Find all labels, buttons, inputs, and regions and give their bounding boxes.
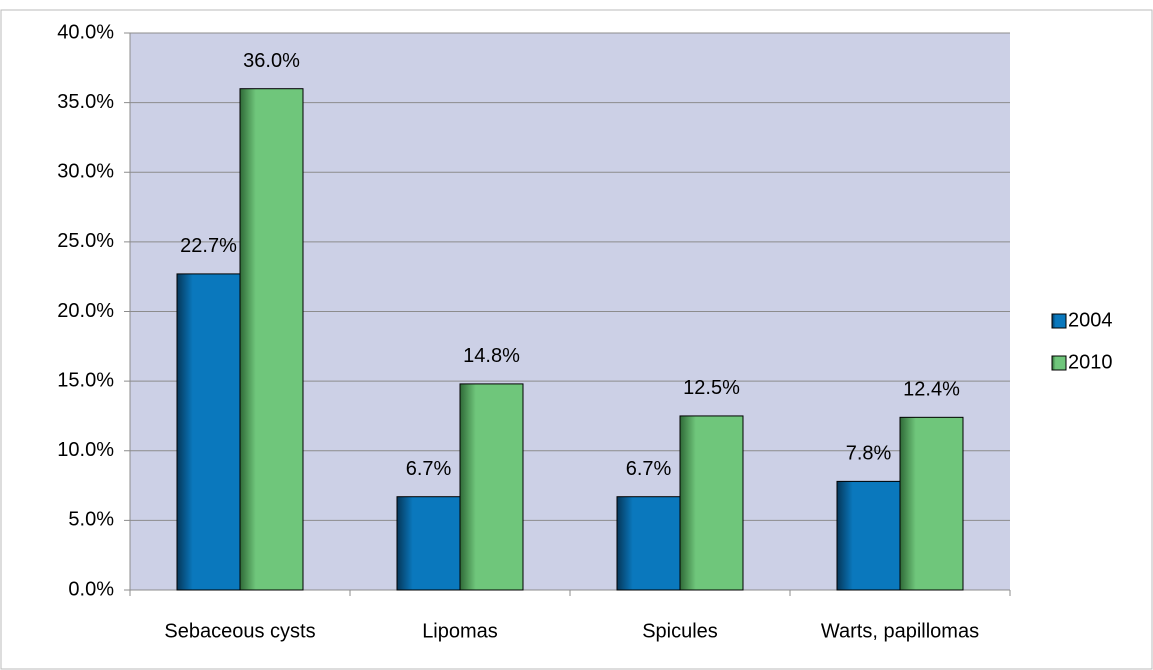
y-tick-label: 20.0% [57,300,114,322]
x-tick-label: Sebaceous cysts [164,620,315,642]
legend-swatch [1051,313,1067,329]
legend-label: 2010 [1068,351,1113,373]
bar [396,496,461,591]
data-label: 12.5% [683,377,740,399]
x-tick-label: Warts, papillomas [821,620,979,642]
y-tick-label: 30.0% [57,161,114,183]
bar [836,480,901,591]
y-tick-label: 35.0% [57,91,114,113]
data-label: 7.8% [846,443,892,465]
y-tick-label: 15.0% [57,369,114,391]
y-tick-label: 10.0% [57,439,114,461]
legend-swatch [1051,355,1067,371]
data-label: 14.8% [463,345,520,367]
bar [239,88,304,591]
bar [616,496,681,591]
data-label: 12.4% [903,379,960,401]
data-label: 6.7% [626,458,672,480]
y-tick-label: 25.0% [57,230,114,252]
data-label: 36.0% [243,50,300,72]
bar [679,415,744,591]
legend-label: 2004 [1068,309,1113,331]
bar [176,273,241,591]
y-tick-label: 0.0% [68,578,114,600]
x-tick-label: Spicules [642,620,718,642]
bar [899,416,964,591]
data-label: 6.7% [406,458,452,480]
bar [459,383,524,591]
y-tick-label: 5.0% [68,509,114,531]
y-tick-label: 40.0% [57,21,114,43]
x-tick-label: Lipomas [422,620,498,642]
data-label: 22.7% [180,235,237,257]
